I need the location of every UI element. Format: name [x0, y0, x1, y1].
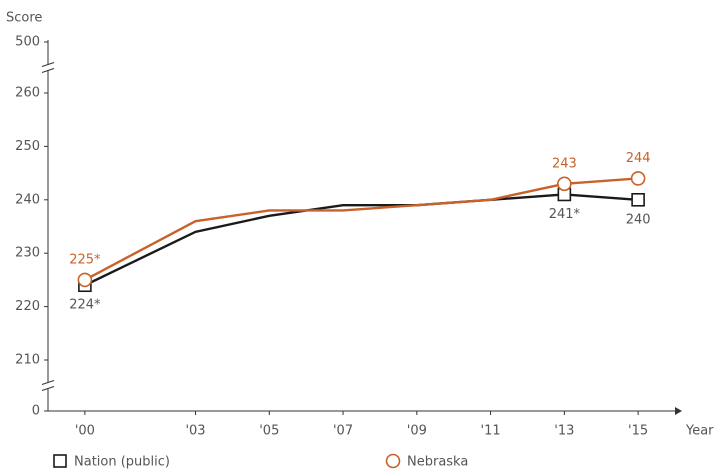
data-point — [77, 272, 93, 288]
data-label: 243 — [552, 156, 577, 171]
axis-break — [41, 386, 55, 391]
x-tick-label: '11 — [481, 424, 501, 439]
data-point — [630, 171, 646, 186]
x-tick-label: '05 — [259, 424, 279, 439]
axis-break-gap — [42, 64, 54, 71]
axis-break — [41, 68, 55, 73]
x-tick-label: '07 — [333, 424, 353, 439]
y-tick-label: 210 — [15, 353, 40, 368]
x-axis-label: Year — [685, 424, 714, 439]
y-tick-label: 250 — [15, 139, 40, 154]
axis-break — [41, 62, 55, 67]
x-axis-arrow — [675, 407, 682, 415]
x-tick-label: '03 — [185, 424, 205, 439]
series-line — [84, 193, 639, 287]
data-label: 241* — [549, 207, 581, 222]
y-tick-label: 260 — [15, 86, 40, 101]
data-label: 224* — [69, 298, 101, 313]
x-tick-label: '15 — [628, 424, 648, 439]
data-point — [557, 176, 572, 192]
series-line — [84, 177, 639, 281]
y-tick-label: 230 — [15, 246, 40, 261]
x-tick-label: '09 — [407, 424, 427, 439]
legend-label: Nation (public) — [74, 455, 170, 470]
legend-label: Nebraska — [407, 455, 468, 470]
legend-marker — [53, 454, 67, 468]
data-label: 244 — [626, 151, 651, 166]
y-tick-label: 220 — [15, 299, 40, 314]
data-label: 240 — [626, 212, 651, 227]
axis-break-gap — [42, 382, 54, 389]
y-axis-label: Score — [6, 11, 42, 26]
x-tick-label: '00 — [75, 424, 95, 439]
x-tick-label: '13 — [554, 424, 574, 439]
y-tick-label: 500 — [15, 35, 40, 50]
data-point — [631, 193, 645, 207]
axis-break — [41, 380, 55, 385]
y-tick-label: 0 — [32, 404, 40, 419]
y-tick-label: 240 — [15, 192, 40, 207]
legend-marker — [385, 453, 401, 469]
data-label: 225* — [69, 252, 101, 267]
